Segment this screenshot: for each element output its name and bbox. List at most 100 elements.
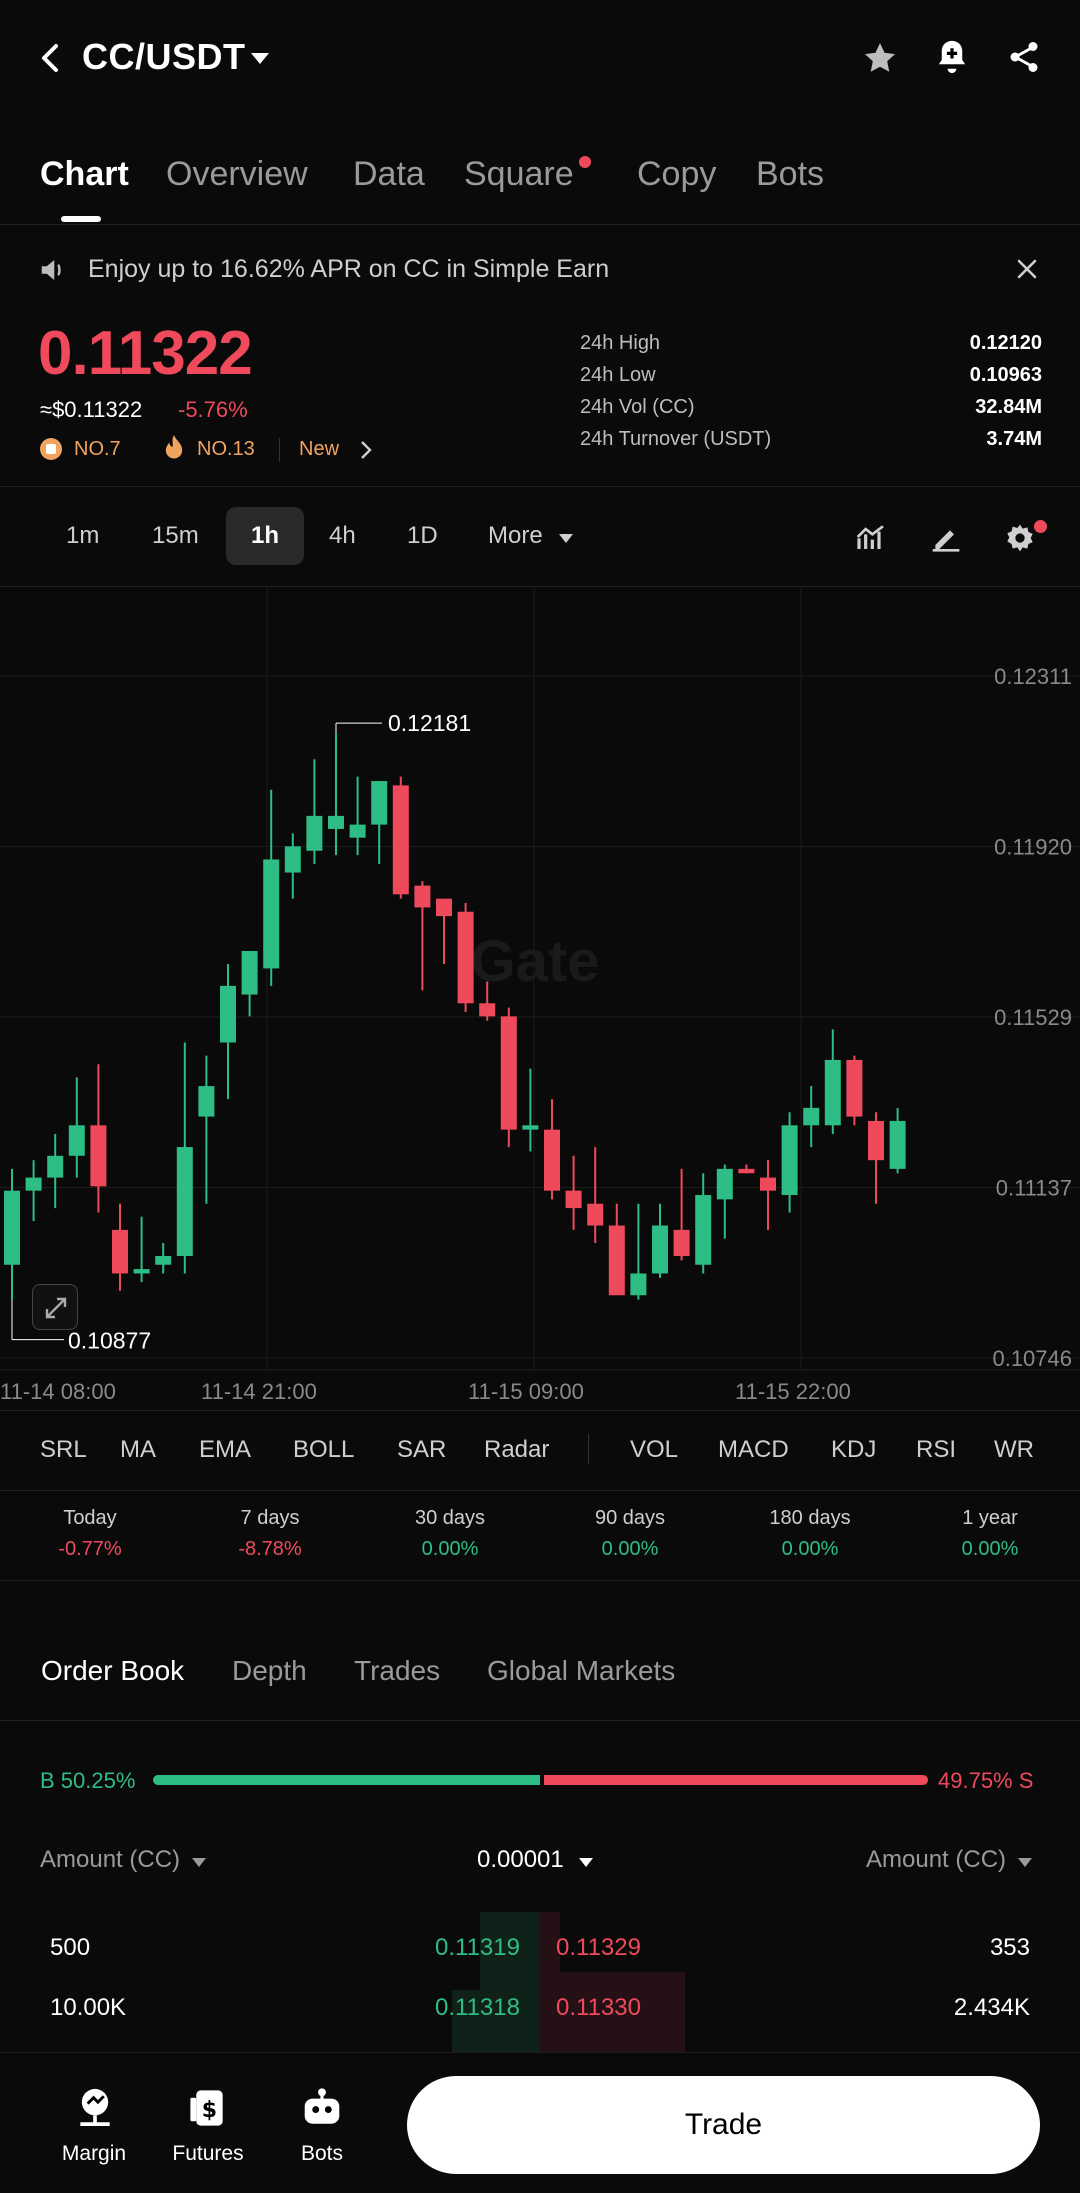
candle-body bbox=[846, 1059, 863, 1117]
chevron-down-icon[interactable] bbox=[578, 1855, 594, 1873]
indicator-radar[interactable]: Radar bbox=[484, 1436, 550, 1463]
ask-price[interactable]: 0.11329 bbox=[556, 1934, 641, 1961]
expand-icon bbox=[45, 1297, 67, 1319]
chevron-down-icon[interactable] bbox=[191, 1855, 207, 1873]
candle-body bbox=[673, 1229, 690, 1257]
bid-price[interactable]: 0.11319 bbox=[435, 1934, 520, 1961]
nav-margin[interactable]: Margin bbox=[61, 2142, 127, 2165]
indicator-srl[interactable]: SRL bbox=[40, 1436, 87, 1463]
indicator-ema[interactable]: EMA bbox=[199, 1436, 252, 1463]
candle-body bbox=[133, 1269, 150, 1274]
new-badge[interactable]: New bbox=[299, 438, 340, 460]
timeframe-4h[interactable]: 4h bbox=[329, 522, 356, 549]
hot-badge[interactable]: NO.13 bbox=[197, 438, 255, 460]
star-icon[interactable] bbox=[862, 40, 898, 81]
tab-overview[interactable]: Overview bbox=[166, 155, 308, 193]
candle-body bbox=[176, 1147, 193, 1257]
x-axis-label: 11-14 08:00 bbox=[0, 1379, 116, 1404]
indicator-wr[interactable]: WR bbox=[994, 1436, 1034, 1463]
sell-percentage: 49.75% S bbox=[938, 1768, 1034, 1793]
candle-body bbox=[695, 1195, 712, 1265]
tab-trades[interactable]: Trades bbox=[354, 1655, 441, 1686]
rank-badge[interactable]: NO.7 bbox=[74, 438, 121, 460]
tab-data[interactable]: Data bbox=[353, 155, 425, 193]
divider bbox=[0, 224, 1080, 225]
trade-button-label: Trade bbox=[684, 2108, 763, 2141]
trade-button[interactable]: Trade bbox=[407, 2076, 1040, 2174]
amount-left-selector[interactable]: Amount (CC) bbox=[40, 1846, 181, 1873]
divider bbox=[0, 486, 1080, 487]
pair-title[interactable]: CC/USDT bbox=[82, 36, 246, 77]
period-change: 0.00% bbox=[601, 1538, 659, 1560]
tab-square[interactable]: Square bbox=[464, 155, 574, 193]
amount-right-selector[interactable]: Amount (CC) bbox=[866, 1846, 1007, 1873]
timeframe-1m[interactable]: 1m bbox=[66, 522, 100, 549]
draw-pen-icon[interactable] bbox=[930, 522, 962, 557]
futures-icon[interactable]: $ bbox=[188, 2086, 228, 2135]
svg-text:$: $ bbox=[202, 2098, 217, 2123]
close-icon[interactable] bbox=[1016, 258, 1038, 285]
tab-order-book[interactable]: Order Book bbox=[41, 1655, 185, 1686]
usd-price: ≈$0.11322 bbox=[40, 397, 143, 422]
candle-body bbox=[565, 1190, 582, 1209]
indicator-macd[interactable]: MACD bbox=[718, 1436, 789, 1463]
tab-global-markets[interactable]: Global Markets bbox=[487, 1655, 676, 1686]
x-axis-label: 11-14 21:00 bbox=[201, 1379, 317, 1404]
candle-body bbox=[781, 1125, 798, 1196]
candle-body bbox=[241, 950, 258, 995]
period-change: -0.77% bbox=[58, 1538, 122, 1560]
candle-body bbox=[457, 911, 474, 1004]
bid-price[interactable]: 0.11318 bbox=[435, 1994, 520, 2021]
indicator-ma[interactable]: MA bbox=[120, 1436, 156, 1463]
robot-icon[interactable] bbox=[300, 2086, 344, 2135]
indicator-sar[interactable]: SAR bbox=[397, 1436, 447, 1463]
bid-amount: 10.00K bbox=[50, 1994, 127, 2021]
chevron-down-icon[interactable] bbox=[250, 52, 270, 71]
timeframe-1d[interactable]: 1D bbox=[407, 522, 438, 549]
chevron-right-icon[interactable] bbox=[360, 440, 372, 465]
stat-value-vol: 32.84M bbox=[975, 396, 1042, 418]
tab-copy[interactable]: Copy bbox=[637, 155, 717, 193]
candle-body bbox=[544, 1129, 560, 1191]
indicator-boll[interactable]: BOLL bbox=[293, 1436, 355, 1463]
y-axis-label: 0.11529 bbox=[994, 1005, 1072, 1030]
timeframe-15m[interactable]: 15m bbox=[152, 522, 199, 549]
timeframe-1h-selected[interactable]: 1h bbox=[226, 507, 304, 565]
stat-value-turnover: 3.74M bbox=[986, 428, 1042, 450]
precision-selector[interactable]: 0.00001 bbox=[477, 1846, 564, 1873]
indicator-chart-icon[interactable] bbox=[855, 522, 887, 557]
candle-body bbox=[824, 1059, 841, 1126]
candle-body bbox=[112, 1229, 128, 1274]
divider bbox=[0, 1490, 1080, 1491]
promo-banner-text[interactable]: Enjoy up to 16.62% APR on CC in Simple E… bbox=[88, 255, 610, 283]
indicator-rsi[interactable]: RSI bbox=[916, 1436, 957, 1463]
candlestick-chart[interactable]: Gate 0.12181 0.10877 0.12311 0.11920 0.11529 0… bbox=[0, 588, 1080, 1408]
ask-amount: 353 bbox=[989, 1934, 1030, 1961]
period-label: 30 days bbox=[414, 1507, 486, 1529]
stat-value-high: 0.12120 bbox=[969, 332, 1042, 354]
tab-bots[interactable]: Bots bbox=[756, 155, 825, 193]
back-button[interactable] bbox=[36, 40, 66, 76]
tab-chart[interactable]: Chart bbox=[40, 155, 129, 193]
gear-icon[interactable] bbox=[1004, 522, 1036, 559]
tab-depth[interactable]: Depth bbox=[232, 1655, 307, 1686]
timeframe-more[interactable]: More bbox=[488, 522, 543, 549]
margin-icon[interactable] bbox=[74, 2086, 116, 2135]
alert-bell-icon[interactable] bbox=[934, 38, 970, 81]
period-label: 180 days bbox=[769, 1507, 851, 1529]
candle-body bbox=[328, 815, 344, 829]
candle-body bbox=[47, 1155, 64, 1178]
ask-price[interactable]: 0.11330 bbox=[556, 1994, 641, 2021]
rank-icon bbox=[40, 438, 62, 460]
chevron-down-icon[interactable] bbox=[1017, 1855, 1033, 1873]
share-icon[interactable] bbox=[1006, 38, 1042, 81]
chevron-down-icon[interactable] bbox=[558, 531, 574, 549]
tab-active-indicator bbox=[61, 216, 101, 222]
indicator-kdj[interactable]: KDJ bbox=[831, 1436, 877, 1463]
candle-body bbox=[436, 898, 452, 917]
indicator-vol[interactable]: VOL bbox=[630, 1436, 679, 1463]
expand-chart-button[interactable] bbox=[32, 1284, 78, 1330]
period-label: 7 days bbox=[240, 1507, 300, 1529]
nav-bots[interactable]: Bots bbox=[300, 2142, 344, 2165]
nav-futures[interactable]: Futures bbox=[172, 2142, 244, 2165]
